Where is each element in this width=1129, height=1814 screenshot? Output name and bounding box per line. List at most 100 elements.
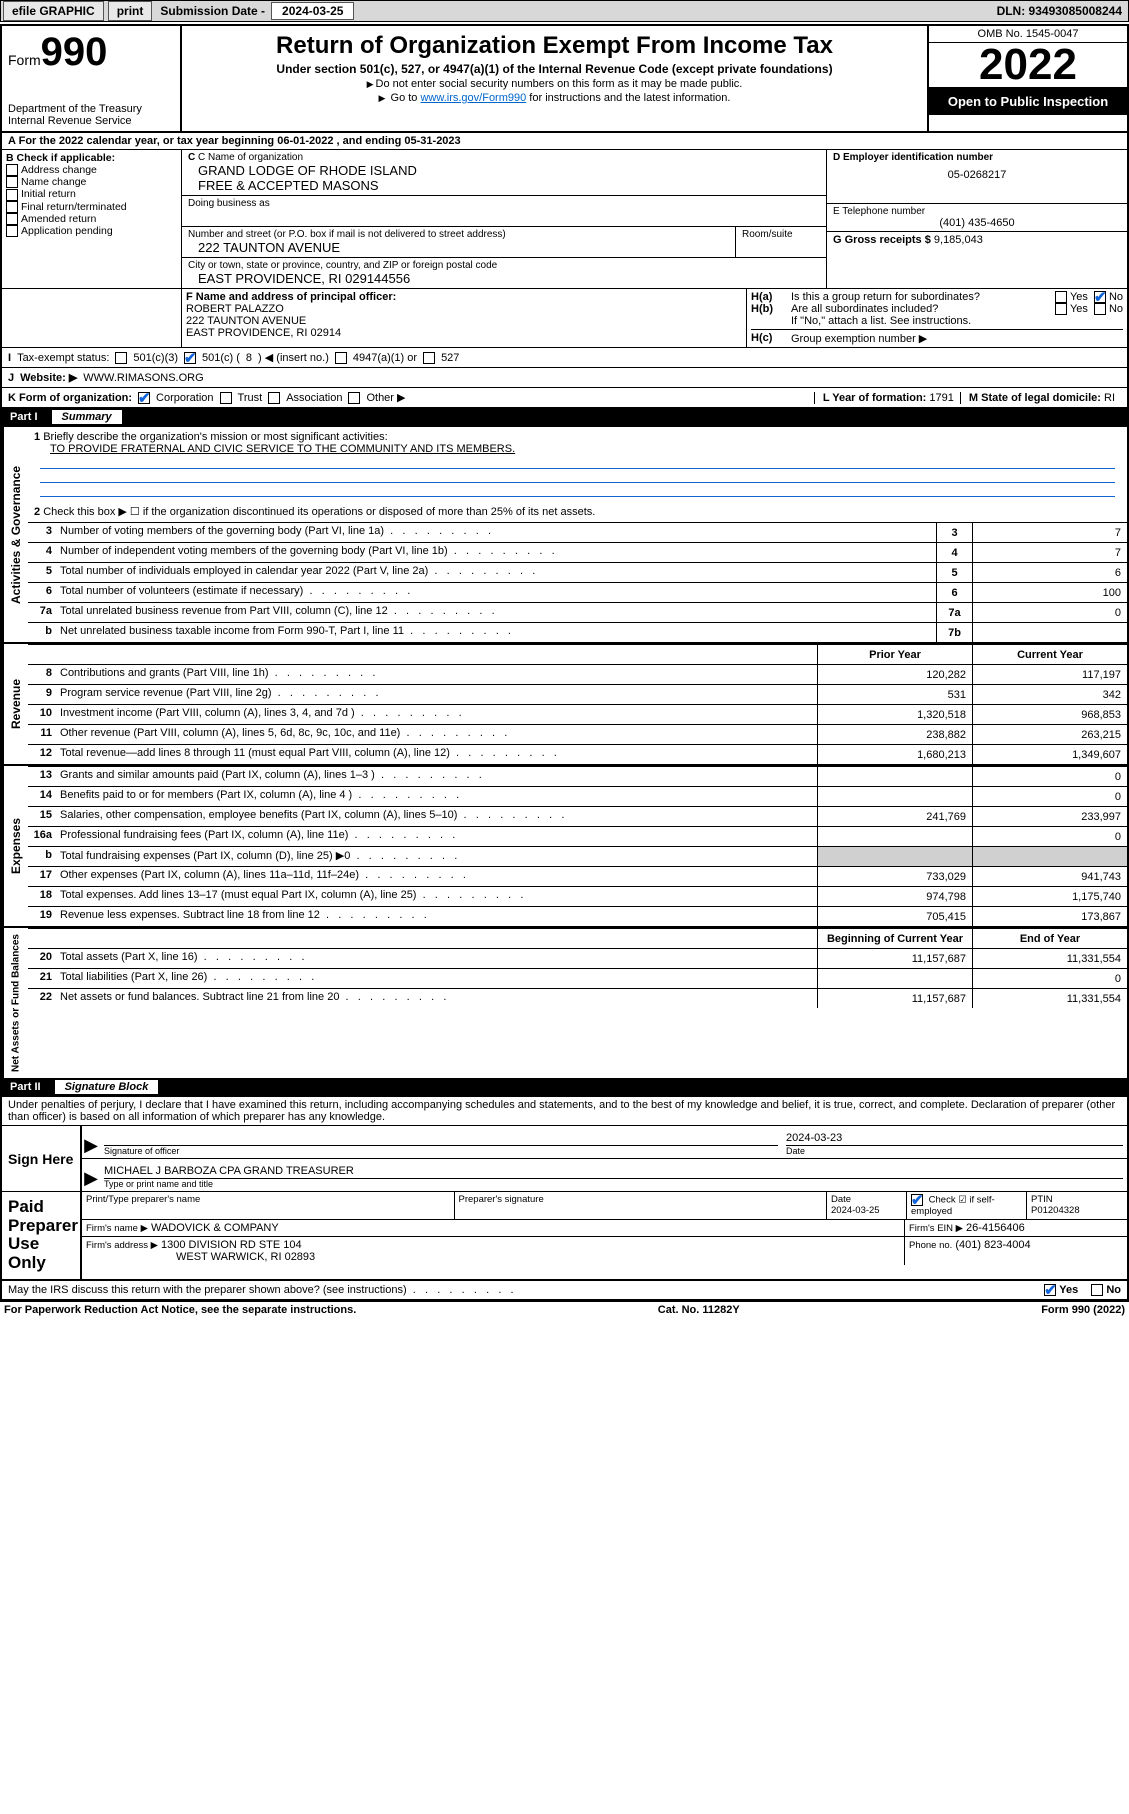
B-item-4: Amended return <box>6 213 177 225</box>
section-BCD: B Check if applicable: Address changeNam… <box>2 150 1127 289</box>
room-lab: Room/suite <box>742 229 820 240</box>
form-title: Return of Organization Exempt From Incom… <box>188 32 921 60</box>
firm-addr-row: Firm's address ▶ 1300 DIVISION RD STE 10… <box>82 1237 1127 1265</box>
Ha-no[interactable] <box>1094 291 1106 303</box>
tab-revenue: Revenue <box>2 644 28 764</box>
C-dba-cell: Doing business as <box>182 196 826 227</box>
form-note2: Go to www.irs.gov/Form990 for instructio… <box>188 92 921 104</box>
sign-date: 2024-03-23 <box>786 1128 1123 1146</box>
Hb-yes[interactable] <box>1055 303 1067 315</box>
ph-0: Print/Type preparer's name <box>82 1192 455 1219</box>
discuss-q: May the IRS discuss this return with the… <box>8 1284 514 1296</box>
table-row: bTotal fundraising expenses (Part IX, co… <box>28 846 1127 866</box>
row-FH: F Name and address of principal officer:… <box>2 289 1127 348</box>
B-check-5[interactable] <box>6 225 18 237</box>
table-row: 15Salaries, other compensation, employee… <box>28 806 1127 826</box>
self-emp-check[interactable] <box>911 1194 923 1206</box>
table-row: 17Other expenses (Part IX, column (A), l… <box>28 866 1127 886</box>
I-o4: 527 <box>441 352 459 364</box>
B-item-5: Application pending <box>6 225 177 237</box>
K-other[interactable] <box>348 392 360 404</box>
tax-year: 2022 <box>929 43 1127 88</box>
note2-b: for instructions and the latest informat… <box>526 92 730 104</box>
dba-lab: Doing business as <box>188 198 820 209</box>
firm-ein: 26-4156406 <box>966 1222 1025 1234</box>
officer-name-title: MICHAEL J BARBOZA CPA GRAND TREASURER <box>104 1161 1123 1179</box>
tab-expenses: Expenses <box>2 766 28 926</box>
I-501c3[interactable] <box>115 352 127 364</box>
col-B: B Check if applicable: Address changeNam… <box>2 150 182 288</box>
I-4947[interactable] <box>335 352 347 364</box>
B-check-4[interactable] <box>6 213 18 225</box>
col-prior: Prior Year <box>817 645 972 664</box>
C-city-cell: City or town, state or province, country… <box>182 258 826 288</box>
col-current: Current Year <box>972 645 1127 664</box>
B-check-0[interactable] <box>6 164 18 176</box>
Hb-no[interactable] <box>1094 303 1106 315</box>
G-lab: G Gross receipts $ <box>833 234 931 246</box>
discuss-yes[interactable] <box>1044 1284 1056 1296</box>
paid-right: Print/Type preparer's name Preparer's si… <box>82 1192 1127 1279</box>
note2-a: Go to <box>391 92 421 104</box>
prep-date: 2024-03-25 <box>831 1205 880 1216</box>
org-name-1: GRAND LODGE OF RHODE ISLAND <box>188 163 820 178</box>
ph-4: PTIN <box>1031 1194 1053 1205</box>
K-corp[interactable] <box>138 392 150 404</box>
table-row: 13Grants and similar amounts paid (Part … <box>28 766 1127 786</box>
M-lab: M State of legal domicile: <box>969 392 1101 404</box>
table-row: 12Total revenue—add lines 8 through 11 (… <box>28 744 1127 764</box>
gov-row: 4Number of independent voting members of… <box>28 542 1127 562</box>
col-begin: Beginning of Current Year <box>817 929 972 948</box>
B-item-1: Name change <box>6 176 177 188</box>
print-button[interactable]: print <box>108 1 153 21</box>
sig-lab: Signature of officer <box>104 1146 778 1156</box>
J-lab: Website: ▶ <box>20 371 77 384</box>
K-o2: Association <box>286 392 342 404</box>
firm-addr2: WEST WARWICK, RI 02893 <box>86 1251 315 1263</box>
name-lab: Type or print name and title <box>104 1179 1123 1189</box>
sign-here-block: Sign Here ▶ Signature of officer 2024-03… <box>2 1126 1127 1192</box>
col-C: C C Name of organization GRAND LODGE OF … <box>182 150 827 288</box>
I-527[interactable] <box>423 352 435 364</box>
B-check-1[interactable] <box>6 176 18 188</box>
tab-governance: Activities & Governance <box>2 427 28 642</box>
footer-m: Cat. No. 11282Y <box>658 1304 740 1316</box>
rev-block: Revenue Prior Year Current Year 8Contrib… <box>2 644 1127 766</box>
B-check-3[interactable] <box>6 201 18 213</box>
date-lab: Date <box>786 1146 1123 1156</box>
I-501c[interactable] <box>184 352 196 364</box>
submission-date: 2024-03-25 <box>271 2 354 20</box>
form990-link[interactable]: www.irs.gov/Form990 <box>420 92 526 104</box>
firm-name: WADOVICK & COMPANY <box>151 1222 279 1234</box>
K-lab: K Form of organization: <box>8 392 132 404</box>
D-lab: D Employer identification number <box>833 152 1121 163</box>
discuss-no[interactable] <box>1091 1284 1103 1296</box>
efile-button[interactable]: efile GRAPHIC <box>3 1 104 21</box>
tab-net: Net Assets or Fund Balances <box>2 928 28 1078</box>
I-o2n: 8 <box>246 352 252 364</box>
l2-text: Check this box ▶ ☐ if the organization d… <box>43 506 595 518</box>
Hc-lab: Group exemption number ▶ <box>791 332 927 345</box>
gov-row: 7aTotal unrelated business revenue from … <box>28 602 1127 622</box>
Ha-yes-lab: Yes <box>1070 291 1088 303</box>
table-row: 19Revenue less expenses. Subtract line 1… <box>28 906 1127 926</box>
Ha-yes[interactable] <box>1055 291 1067 303</box>
M-val: RI <box>1104 392 1115 404</box>
gross-receipts: 9,185,043 <box>934 234 983 246</box>
footer-l: For Paperwork Reduction Act Notice, see … <box>4 1304 356 1316</box>
discuss-yes-lab: Yes <box>1059 1284 1078 1296</box>
H-cell: H(a)Is this a group return for subordina… <box>747 289 1127 347</box>
part2-header: Part II Signature Block <box>2 1078 1127 1097</box>
E-lab: E Telephone number <box>833 206 1121 217</box>
B-check-2[interactable] <box>6 189 18 201</box>
form-header: Form990 Department of the Treasury Inter… <box>2 26 1127 133</box>
officer-signature[interactable] <box>104 1128 778 1146</box>
header-left: Form990 Department of the Treasury Inter… <box>2 26 182 131</box>
K-trust[interactable] <box>220 392 232 404</box>
E-cell: E Telephone number (401) 435-4650 <box>827 204 1127 232</box>
K-assoc[interactable] <box>268 392 280 404</box>
officer-name: ROBERT PALAZZO <box>186 303 742 315</box>
firm-ein-lab: Firm's EIN ▶ <box>909 1223 963 1234</box>
I-o3: 4947(a)(1) or <box>353 352 417 364</box>
discuss-row: May the IRS discuss this return with the… <box>2 1281 1127 1300</box>
